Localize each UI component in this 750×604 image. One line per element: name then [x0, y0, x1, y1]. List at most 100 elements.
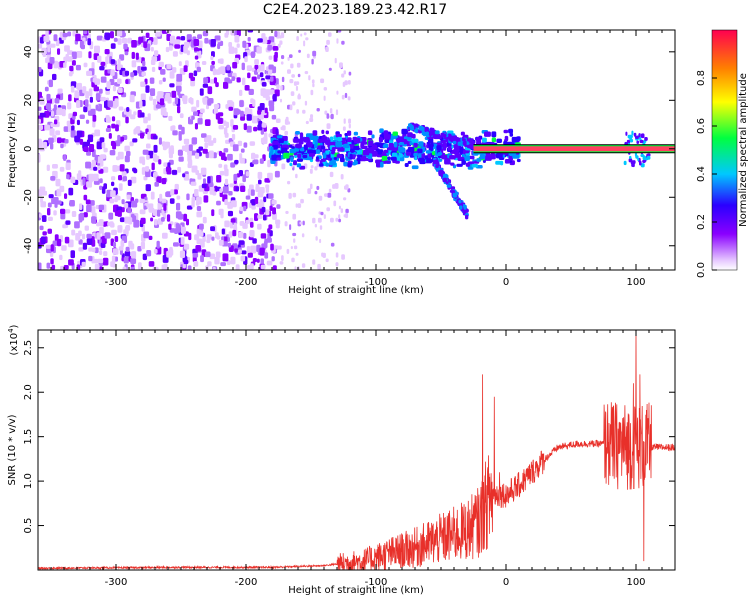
heatmap-cell — [149, 96, 153, 101]
heatmap-cell — [38, 91, 42, 97]
heatmap-cell — [119, 54, 125, 61]
heatmap-cell — [315, 236, 318, 241]
heatmap-cell — [254, 213, 259, 221]
heatmap-cell — [392, 131, 398, 136]
heatmap-cell — [623, 160, 627, 166]
heatmap-cell — [50, 176, 56, 181]
heatmap-cell — [195, 170, 200, 176]
heatmap-cell — [457, 141, 463, 146]
snr-ytick-label: 1.0 — [23, 473, 34, 489]
heatmap-cell — [137, 66, 141, 74]
heatmap-cell — [333, 200, 337, 207]
heatmap-cell — [336, 90, 339, 95]
heatmap-cell — [277, 150, 285, 154]
heatmap-cell — [320, 158, 326, 162]
heatmap-cell — [178, 61, 182, 67]
heatmap-cell — [115, 165, 121, 172]
heatmap-cell — [167, 96, 172, 104]
heatmap-cell — [53, 34, 58, 42]
heatmap-cell — [140, 217, 146, 225]
heatmap-cell — [302, 109, 306, 114]
heatmap-cell — [97, 55, 102, 63]
heatmap-cell — [55, 130, 61, 136]
heatmap-cell — [114, 98, 119, 106]
heatmap-cell — [174, 97, 179, 105]
heatmap-cell — [279, 40, 283, 45]
heatmap-cell — [69, 200, 75, 207]
heatmap-cell — [186, 193, 190, 201]
heatmap-cell — [289, 162, 293, 167]
heatmap-cell — [293, 160, 297, 166]
heatmap-cell — [356, 157, 361, 162]
heatmap-cell — [146, 154, 150, 160]
heatmap-cell — [96, 35, 103, 41]
heatmap-cell — [328, 32, 332, 37]
heatmap-cell — [228, 106, 234, 111]
heatmap-cell — [367, 130, 373, 136]
heatmap-cell — [482, 137, 487, 143]
heatmap-cell — [118, 106, 124, 111]
heatmap-cell — [87, 38, 92, 46]
heatmap-cell — [228, 42, 233, 48]
heatmap-cell — [39, 37, 44, 44]
heatmap-cell — [347, 130, 352, 136]
heatmap-cell — [46, 93, 51, 101]
heatmap-cell — [97, 156, 104, 164]
heatmap-cell — [338, 146, 345, 152]
heatmap-cell — [142, 149, 149, 155]
heatmap-cell — [230, 218, 236, 223]
heatmap-cell — [138, 36, 144, 45]
heatmap-cell — [117, 87, 123, 94]
heatmap-cell — [78, 247, 84, 252]
heatmap-cell — [302, 220, 305, 226]
heatmap-cell — [331, 150, 336, 155]
heatmap-cell — [224, 168, 229, 177]
heatmap-cell — [269, 80, 276, 86]
heatmap-cell — [225, 121, 229, 129]
heatmap-cell — [158, 80, 163, 85]
heatmap-cell — [344, 80, 348, 86]
heatmap-cell — [268, 133, 273, 138]
heatmap-cell — [198, 223, 204, 230]
heatmap-cell — [291, 257, 295, 263]
colorbar-label: Normalized spectral amplitude — [738, 73, 749, 227]
heatmap-cell — [280, 32, 285, 39]
heatmap-cell — [261, 82, 267, 87]
heatmap-cell — [343, 161, 349, 167]
heatmap-cell — [332, 184, 336, 189]
heatmap-cell — [146, 143, 151, 149]
heatmap-cell — [179, 250, 186, 259]
heatmap-cell — [193, 70, 198, 77]
heatmap-cell — [335, 109, 339, 116]
heatmap-cell — [226, 64, 231, 71]
heatmap-cell — [133, 111, 137, 116]
heatmap-cell — [56, 107, 63, 116]
heatmap-cell — [335, 252, 339, 258]
heatmap-cell — [60, 212, 66, 220]
heatmap-cell — [71, 51, 77, 60]
heatmap-cell — [449, 155, 455, 159]
heatmap-cell — [140, 132, 145, 139]
heatmap-cell — [177, 149, 183, 156]
heatmap-cell — [340, 174, 344, 180]
heatmap-cell — [220, 66, 226, 75]
heatmap-cell — [129, 141, 134, 147]
heatmap-cell — [325, 46, 329, 52]
heatmap-cell — [280, 126, 283, 131]
heatmap-cell — [341, 94, 345, 100]
heatmap-cell — [174, 183, 179, 191]
heatmap-cell — [291, 74, 295, 78]
heatmap-cell — [277, 245, 282, 250]
heatmap-cell — [202, 235, 206, 243]
heatmap-cell — [163, 111, 168, 116]
heatmap-cell — [418, 157, 425, 162]
heatmap-cell — [240, 110, 244, 118]
heatmap-cell — [271, 256, 275, 262]
heatmap-cell — [296, 109, 300, 114]
heatmap-cell — [71, 60, 76, 66]
heatmap-cell — [349, 153, 353, 160]
heatmap-cell — [303, 144, 308, 150]
heatmap-cell — [463, 140, 467, 146]
heatmap-cell — [418, 153, 422, 159]
heatmap-cell — [103, 183, 107, 190]
